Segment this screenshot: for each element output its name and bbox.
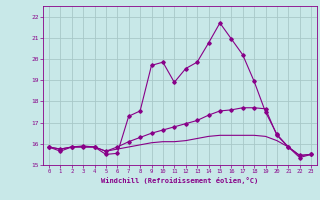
X-axis label: Windchill (Refroidissement éolien,°C): Windchill (Refroidissement éolien,°C): [101, 177, 259, 184]
